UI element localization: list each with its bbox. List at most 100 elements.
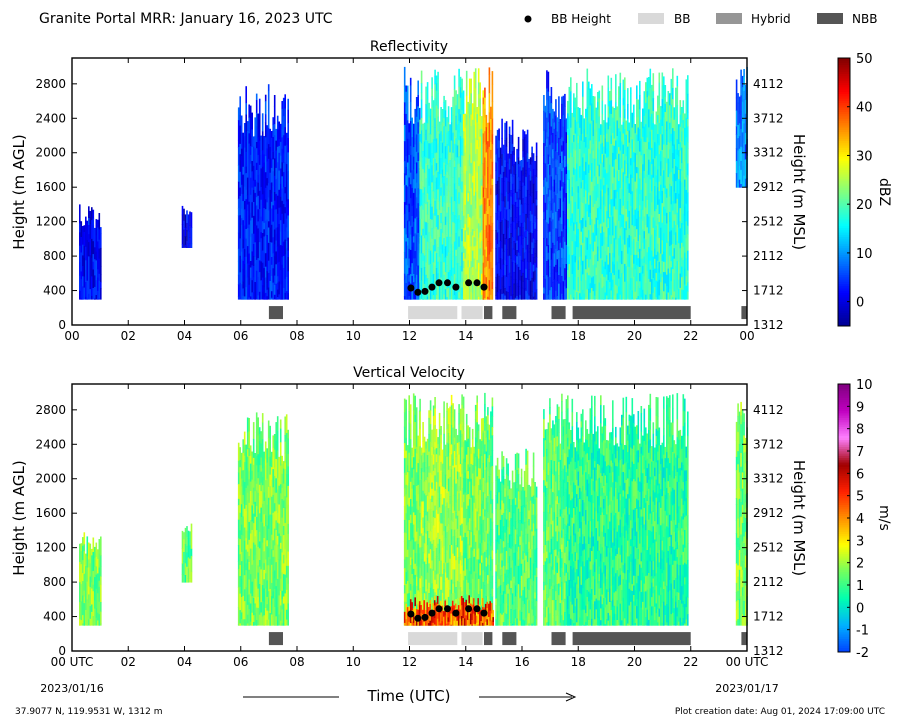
echo-cell (561, 171, 563, 188)
echo-cell (670, 159, 673, 173)
echo-cell (627, 189, 629, 202)
echo-cell (589, 123, 592, 141)
echo-cell (645, 282, 647, 296)
echo-cell (260, 431, 262, 444)
echo-cell (266, 517, 268, 527)
echo-cell (80, 620, 83, 626)
echo-cell (622, 181, 625, 197)
echo-cell (549, 165, 551, 176)
echo-cell (664, 103, 667, 113)
echo-cell (517, 297, 520, 300)
echo-cell (616, 209, 619, 221)
echo-cell (415, 508, 418, 525)
colorbar-step (838, 113, 850, 117)
colorbar-step (838, 212, 850, 215)
echo-cell (245, 621, 247, 626)
echo-cell (526, 204, 529, 219)
echo-cell (675, 181, 677, 194)
echo-cell (269, 601, 271, 614)
echo-cell (484, 275, 486, 287)
echo-cell (258, 260, 261, 273)
echo-cell (585, 255, 587, 270)
echo-cell (574, 150, 577, 170)
colorbar-step (838, 87, 850, 90)
echo-cell (248, 562, 250, 571)
echo-cell (242, 575, 244, 585)
echo-cell (258, 218, 261, 231)
echo-cell (574, 241, 577, 257)
echo-cell (282, 526, 285, 536)
echo-cell (574, 212, 577, 225)
echo-cell (453, 223, 456, 243)
echo-cell (449, 166, 451, 186)
echo-cell (431, 182, 433, 191)
echo-cell (583, 246, 586, 261)
echo-cell (240, 452, 243, 472)
echo-cell (83, 225, 86, 233)
echo-cell (237, 215, 240, 234)
echo-cell (263, 492, 265, 502)
echo-cell (251, 470, 253, 481)
echo-cell (264, 199, 267, 210)
echo-cell (514, 174, 517, 194)
echo-cell (249, 455, 252, 465)
echo-cell (625, 163, 628, 177)
echo-cell (471, 229, 474, 236)
echo-cell (666, 261, 668, 276)
echo-cell (628, 162, 631, 175)
echo-cell (267, 251, 270, 262)
colorbar-step (838, 189, 850, 193)
echo-cell (504, 207, 506, 220)
echo-cell (487, 141, 489, 150)
echo-cell (261, 601, 264, 617)
colorbar-step (838, 69, 850, 72)
echo-cell (561, 103, 563, 119)
echo-cell (673, 131, 676, 145)
echo-cell (470, 93, 472, 103)
echo-cell (242, 559, 244, 576)
echo-cell (420, 181, 423, 190)
echo-cell (415, 576, 418, 587)
echo-cell (260, 232, 262, 239)
echo-cell (251, 564, 253, 583)
echo-cell (520, 160, 523, 171)
echo-cell (284, 532, 286, 550)
echo-cell (669, 288, 671, 300)
echo-cell (685, 110, 688, 119)
echo-cell (474, 118, 477, 139)
echo-cell (595, 176, 598, 193)
echo-cell (594, 158, 596, 177)
echo-cell (412, 445, 415, 458)
echo-cell (613, 264, 616, 276)
echo-cell (464, 258, 466, 275)
echo-cell (415, 151, 418, 163)
colorbar-step (838, 250, 850, 253)
echo-cell (657, 95, 659, 109)
echo-cell (267, 471, 270, 488)
echo-cell (627, 104, 629, 120)
echo-cell (687, 270, 689, 283)
echo-cell (465, 285, 468, 300)
echo-cell (607, 228, 610, 248)
echo-cell (476, 228, 478, 242)
echo-cell (591, 249, 593, 268)
echo-cell (630, 194, 632, 207)
echo-cell (257, 454, 259, 473)
y2-tick-label: 2112 (753, 249, 784, 263)
echo-cell (568, 170, 571, 180)
echo-cell (263, 615, 265, 626)
echo-cell (652, 270, 655, 279)
echo-cell (246, 449, 249, 458)
echo-cell (676, 198, 679, 214)
echo-cell (636, 241, 638, 256)
echo-cell (257, 478, 259, 494)
echo-cell (237, 274, 240, 286)
echo-cell (543, 293, 545, 300)
echo-cell (266, 565, 268, 581)
echo-cell (276, 512, 279, 524)
echo-cell (417, 250, 419, 266)
echo-cell (272, 268, 274, 284)
echo-cell (440, 124, 442, 132)
echo-cell (248, 539, 250, 557)
echo-cell (85, 224, 87, 236)
